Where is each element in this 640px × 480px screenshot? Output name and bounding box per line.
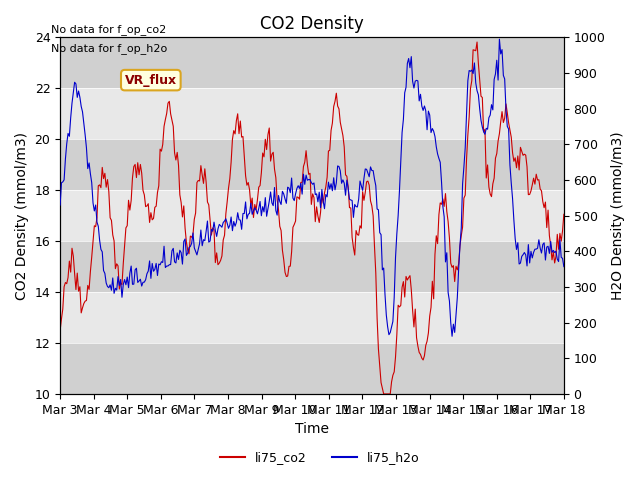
Bar [60, 37, 564, 88]
Bar [60, 343, 564, 394]
Bar [60, 139, 564, 190]
Text: VR_flux: VR_flux [125, 73, 177, 86]
Y-axis label: CO2 Density (mmol/m3): CO2 Density (mmol/m3) [15, 132, 29, 300]
Text: No data for f_op_co2: No data for f_op_co2 [51, 24, 166, 35]
Text: No data for f_op_h2o: No data for f_op_h2o [51, 43, 168, 54]
Legend: li75_co2, li75_h2o: li75_co2, li75_h2o [215, 446, 425, 469]
X-axis label: Time: Time [295, 422, 329, 436]
Bar [60, 241, 564, 292]
Title: CO2 Density: CO2 Density [260, 15, 364, 33]
Y-axis label: H2O Density (mmol/m3): H2O Density (mmol/m3) [611, 132, 625, 300]
